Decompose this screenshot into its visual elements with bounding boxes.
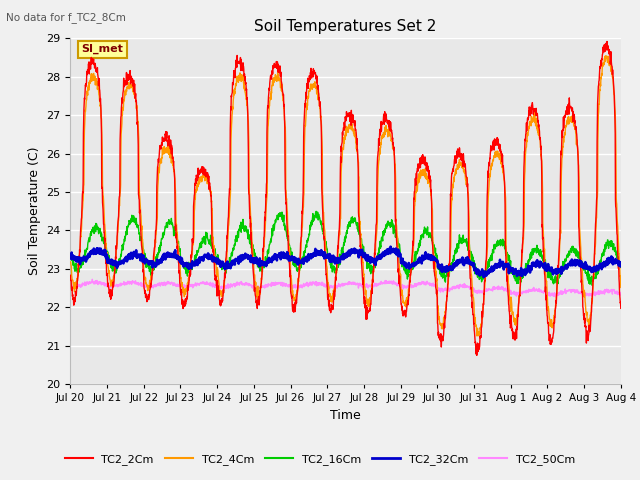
Text: No data for f_TC2_8Cm: No data for f_TC2_8Cm bbox=[6, 12, 126, 23]
Title: Soil Temperatures Set 2: Soil Temperatures Set 2 bbox=[255, 20, 436, 35]
X-axis label: Time: Time bbox=[330, 408, 361, 421]
Y-axis label: Soil Temperature (C): Soil Temperature (C) bbox=[28, 147, 41, 276]
Legend: TC2_2Cm, TC2_4Cm, TC2_16Cm, TC2_32Cm, TC2_50Cm: TC2_2Cm, TC2_4Cm, TC2_16Cm, TC2_32Cm, TC… bbox=[60, 450, 580, 469]
Text: SI_met: SI_met bbox=[81, 44, 124, 55]
